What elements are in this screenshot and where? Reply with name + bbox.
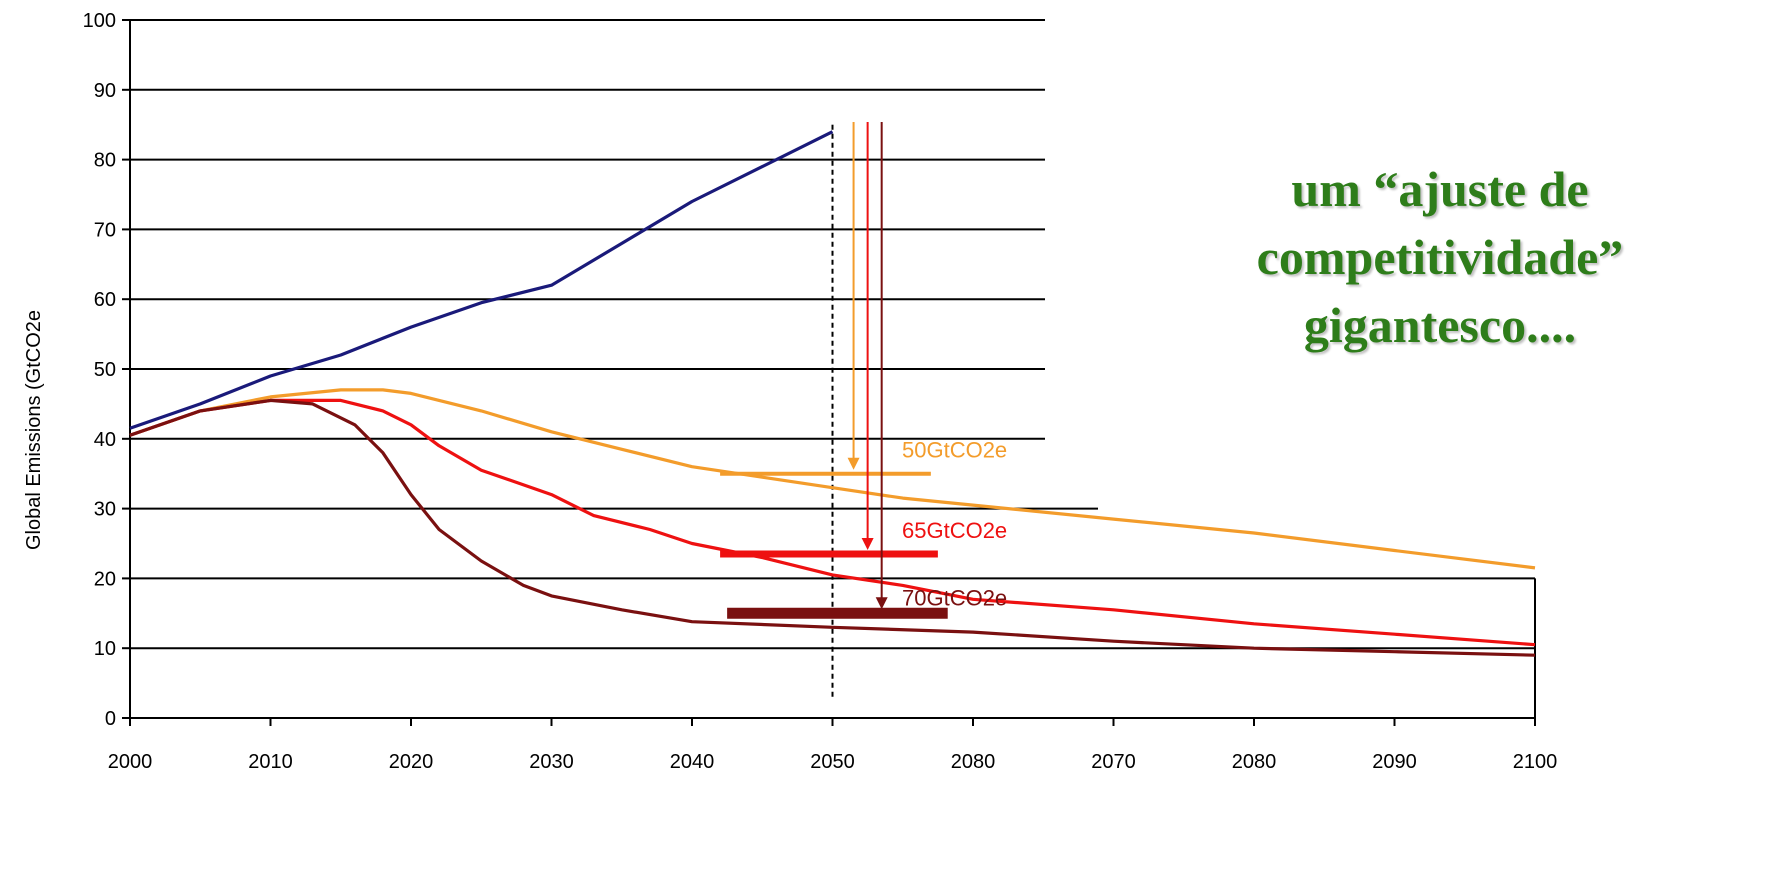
x-tick-label: 2070 xyxy=(1091,751,1136,773)
x-tick-label: 2080 xyxy=(951,751,996,773)
y-tick-label: 0 xyxy=(105,708,116,730)
target-arrow-head xyxy=(875,597,888,610)
series-line xyxy=(129,398,1536,657)
x-tick-label: 2030 xyxy=(529,751,574,773)
x-tick-label: 2040 xyxy=(670,751,715,773)
y-tick-label: 10 xyxy=(94,638,116,660)
target-arrows xyxy=(847,122,888,610)
x-tick-label: 2010 xyxy=(248,751,293,773)
y-tick-label: 100 xyxy=(83,10,116,32)
y-tick-label: 30 xyxy=(94,499,116,521)
y-tick-label: 70 xyxy=(94,219,116,241)
series-line xyxy=(129,130,834,430)
x-tick-label: 2100 xyxy=(1513,751,1558,773)
headline-line-3: gigantesco.... xyxy=(1303,297,1577,353)
y-tick-label: 40 xyxy=(94,429,116,451)
headline-line-1: um “ajuste de xyxy=(1291,161,1589,217)
y-axis-title: Global Emissions (GtCO2e xyxy=(23,310,45,550)
target-bars xyxy=(720,471,948,619)
x-tick-label: 2090 xyxy=(1372,751,1417,773)
y-tick-label: 50 xyxy=(94,359,116,381)
target-label: 50GtCO2e xyxy=(902,438,1007,463)
series-lines xyxy=(129,130,1536,657)
y-tick-labels: 0 10 20 30 40 50 60 70 80 90 100 xyxy=(83,10,116,730)
axes xyxy=(122,19,1536,726)
y-tick-label: 60 xyxy=(94,289,116,311)
y-tick-label: 80 xyxy=(94,150,116,172)
x-tick-label: 2020 xyxy=(389,751,434,773)
x-tick-label: 2050 xyxy=(810,751,855,773)
target-label: 65GtCO2e xyxy=(902,518,1007,543)
series-line xyxy=(129,398,1536,647)
target-arrow-head xyxy=(847,457,860,470)
headline-line-2: competitividade” xyxy=(1256,229,1624,285)
target-label: 70GtCO2e xyxy=(902,585,1007,610)
target-arrow-head xyxy=(861,537,874,550)
y-tick-label: 90 xyxy=(94,80,116,102)
x-tick-labels: 2000 2010 2020 2030 2040 2050 2080 2070 2080 2090… xyxy=(108,751,1558,773)
series-line xyxy=(129,388,1536,570)
x-tick-label: 2000 xyxy=(108,751,153,773)
y-tick-label: 20 xyxy=(94,568,116,590)
x-tick-label: 2080 xyxy=(1232,751,1277,773)
headline: um “ajuste de competitividade” gigantesc… xyxy=(1190,155,1690,359)
target-labels: 50GtCO2e 65GtCO2e 70GtCO2e xyxy=(902,438,1007,611)
